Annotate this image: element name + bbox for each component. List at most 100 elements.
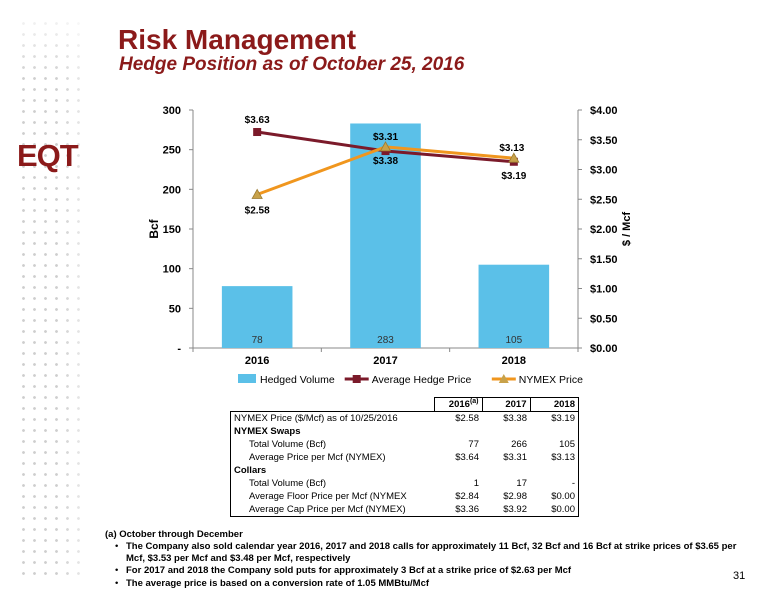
table-row: Total Volume (Bcf) 77 266 105	[231, 438, 579, 451]
table-row: NYMEX Swaps	[231, 425, 579, 438]
bar-series	[221, 123, 550, 348]
marker-average-hedge-price	[253, 128, 262, 137]
table-header-2017: 2017	[481, 397, 531, 412]
chart-axes: - 50 100 150 200 250 300 $0.00 $0.50 $1.00 $1.50 $2…	[147, 105, 633, 367]
table-row-label: Average Floor Price per Mcf (NYMEX	[249, 491, 407, 502]
table-cell: 105	[559, 439, 575, 450]
line-series	[251, 128, 520, 199]
y-tick-label-right: $2.50	[590, 194, 618, 206]
slide-title: Risk Management	[118, 24, 357, 55]
label-nymex-price: $3.38	[373, 156, 398, 167]
table-cell: $3.31	[503, 452, 527, 463]
x-tick-label: 2017	[373, 355, 397, 367]
y-tick-label-right: $4.00	[590, 105, 618, 117]
table-cell: $3.19	[551, 413, 575, 424]
eqt-logo: EQT	[17, 138, 79, 173]
y-tick-label-left: 250	[163, 145, 181, 157]
marker-nymex-price	[379, 141, 392, 152]
table-row-label: NYMEX Price ($/Mcf) as of 10/25/2016	[234, 413, 398, 424]
legend-label: Average Hedge Price	[372, 374, 472, 386]
marker-nymex-price	[508, 152, 520, 163]
footnote-heading: (a) October through December	[105, 529, 243, 540]
table-header-2018: 2018	[529, 397, 579, 412]
table-cell: -	[571, 478, 575, 489]
legend-marker-average-hedge-price	[352, 375, 361, 383]
y-tick-label-left: -	[177, 343, 181, 355]
data-labels: 78 283 105 $3.63 $3.31 $3.13 $2.58 $3.38 $3.19	[245, 115, 527, 346]
table-row: Collars	[231, 464, 579, 477]
marker-nymex-price	[251, 188, 263, 199]
label-average-hedge-price: $3.13	[499, 143, 524, 154]
x-tick-label: 2018	[502, 355, 526, 367]
dot-pattern-fade-right	[60, 0, 100, 600]
table-cell	[482, 425, 530, 438]
table-header-cell	[231, 398, 435, 412]
table-row-label: Collars	[234, 465, 267, 476]
table-cell	[434, 425, 482, 438]
y-axis-title-right: $ / Mcf	[621, 212, 633, 247]
table-cell	[434, 464, 482, 477]
table-row: Average Cap Price per Mcf (NYMEX) $3.36 $3…	[231, 503, 579, 517]
table-header-row: 2016(a) 2017 2018	[231, 397, 579, 412]
table-cell	[482, 464, 530, 477]
table-row: Average Price per Mcf (NYMEX) $3.64 $3.31 $…	[231, 451, 579, 464]
hedge-table: 2016(a) 2017 2018 NYMEX Price ($/Mcf) as…	[230, 397, 579, 517]
bar-value-label: 78	[252, 335, 264, 346]
table-cell: $2.98	[503, 491, 527, 502]
table-cell: $3.13	[551, 452, 575, 463]
legend-swatch-hedged-volume	[238, 374, 256, 383]
x-tick-label: 2016	[245, 355, 269, 367]
bar-hedged-volume	[221, 286, 293, 348]
table-row-label: Total Volume (Bcf)	[249, 478, 327, 489]
y-tick-label-left: 300	[163, 105, 181, 117]
label-average-hedge-price: $3.63	[245, 115, 270, 126]
y-tick-label-left: 50	[169, 303, 181, 315]
page-number: 31	[733, 570, 746, 582]
table-cell: $2.84	[455, 491, 479, 502]
table-cell: $2.58	[455, 413, 479, 424]
table-cell: $0.00	[551, 504, 575, 515]
table-cell	[530, 464, 579, 477]
table-cell: $3.38	[503, 413, 527, 424]
footnotes: (a) October through December The Company…	[105, 529, 745, 590]
footnote-list: The Company also sold calendar year 2016…	[105, 541, 745, 589]
slide-subtitle: Hedge Position as of October 25, 2016	[119, 54, 465, 75]
y-tick-label-right: $3.50	[590, 135, 618, 147]
table-row-label: Total Volume (Bcf)	[249, 439, 327, 450]
bar-value-label: 105	[505, 335, 522, 346]
table-row: NYMEX Price ($/Mcf) as of 10/25/2016 $2.5…	[231, 412, 579, 426]
table-cell: $3.36	[455, 504, 479, 515]
y-tick-label-right: $0.00	[590, 343, 618, 355]
y-tick-label-right: $3.00	[590, 165, 618, 177]
y-axis-title-left: Bcf	[147, 218, 161, 238]
footnote-bullet: The Company also sold calendar year 2016…	[115, 541, 745, 564]
footnote-bullet: The average price is based on a conversi…	[115, 578, 745, 590]
legend-marker-nymex-price	[498, 374, 509, 383]
hedge-position-chart: - 50 100 150 200 250 300 $0.00 $0.50 $1.00 $1.50 $2…	[147, 105, 633, 386]
legend-label: NYMEX Price	[519, 374, 583, 386]
bar-value-label: 283	[377, 335, 394, 346]
table-cell	[530, 425, 579, 438]
y-tick-label-left: 200	[163, 184, 181, 196]
table-cell: $3.92	[503, 504, 527, 515]
y-tick-label-right: $0.50	[590, 313, 618, 325]
y-tick-label-right: $1.00	[590, 284, 618, 296]
y-tick-label-left: 100	[163, 264, 181, 276]
table-row-label: NYMEX Swaps	[234, 426, 301, 437]
legend-label: Hedged Volume	[260, 374, 335, 386]
table-cell: 17	[516, 478, 527, 489]
label-nymex-price: $2.58	[245, 205, 270, 216]
footnote-bullet: For 2017 and 2018 the Company sold puts …	[115, 565, 745, 577]
table-cell: $0.00	[551, 491, 575, 502]
table-cell: $3.64	[455, 452, 479, 463]
table-row-label: Average Cap Price per Mcf (NYMEX)	[249, 504, 406, 515]
bar-hedged-volume	[478, 264, 550, 348]
table-cell: 1	[473, 478, 479, 489]
y-tick-label-right: $1.50	[590, 254, 618, 266]
table-row-label: Average Price per Mcf (NYMEX)	[249, 452, 386, 463]
table-cell: 266	[511, 439, 527, 450]
table-row: Total Volume (Bcf) 1 17 -	[231, 477, 579, 490]
y-tick-label-right: $2.00	[590, 224, 618, 236]
y-tick-label-left: 150	[163, 224, 181, 236]
table-cell: 77	[468, 439, 479, 450]
